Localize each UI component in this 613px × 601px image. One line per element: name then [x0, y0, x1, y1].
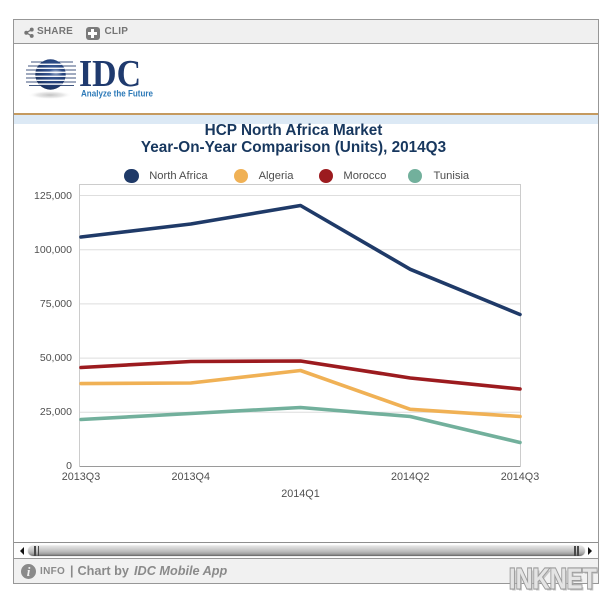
svg-text:INKNET: INKNET [509, 564, 597, 596]
svg-text:IDC: IDC [79, 56, 141, 95]
svg-text:INKNET: INKNET [511, 565, 599, 597]
svg-text:Analyze the Future: Analyze the Future [81, 89, 153, 100]
